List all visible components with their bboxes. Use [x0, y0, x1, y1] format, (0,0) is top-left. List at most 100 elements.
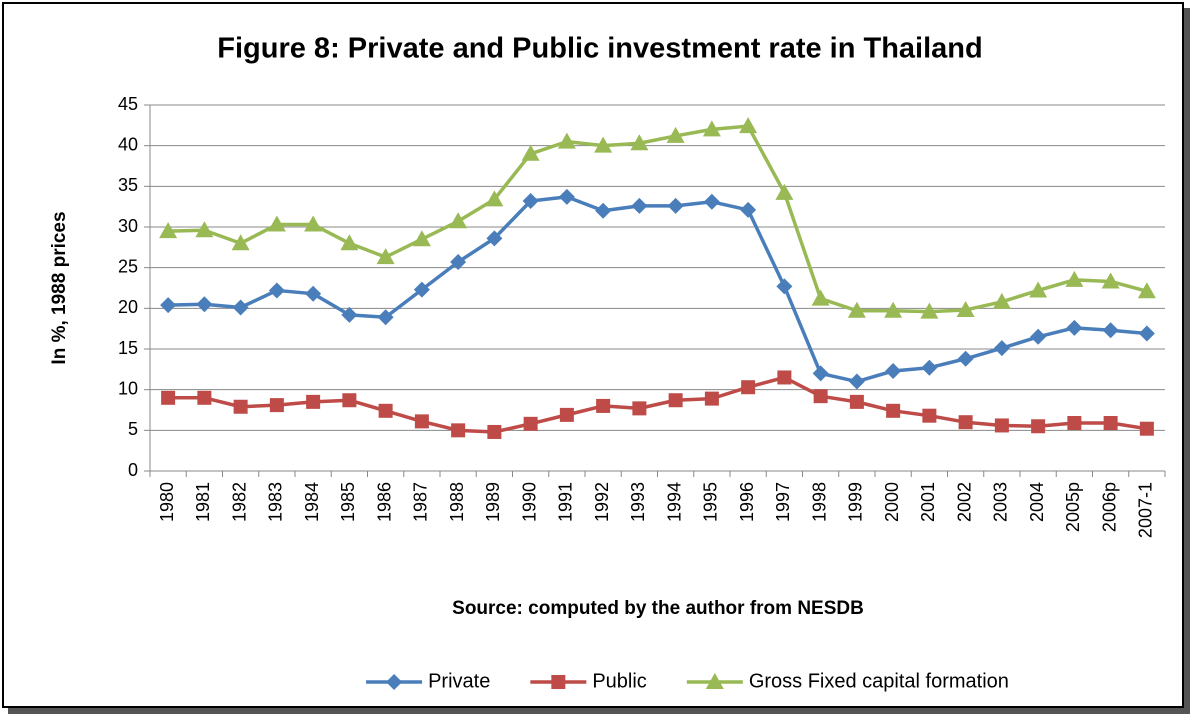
- marker-triangle: [412, 230, 431, 247]
- x-tick-label: 2002: [954, 482, 974, 522]
- marker-square: [1103, 416, 1118, 431]
- x-tick-label: 1993: [628, 482, 648, 522]
- x-tick-label: 1992: [592, 482, 612, 522]
- marker-square: [197, 390, 212, 405]
- marker-triangle: [1137, 282, 1156, 299]
- y-tick-label: 30: [118, 216, 138, 236]
- marker-square: [1031, 419, 1046, 434]
- marker-square: [559, 407, 574, 422]
- x-tick-label: 2006p: [1099, 482, 1119, 532]
- y-axis-label: In %, 1988 prices: [49, 211, 70, 364]
- marker-diamond: [740, 201, 757, 218]
- marker-diamond: [522, 192, 539, 209]
- marker-square: [342, 393, 357, 408]
- chart-title: Figure 8: Private and Public investment …: [217, 33, 982, 65]
- marker-diamond: [776, 278, 793, 295]
- x-tick-label: 1986: [374, 482, 394, 522]
- marker-diamond: [558, 188, 575, 205]
- marker-diamond: [1066, 319, 1083, 336]
- marker-diamond: [631, 197, 648, 214]
- x-tick-label: 1997: [773, 482, 793, 522]
- y-tick-label: 40: [118, 134, 138, 154]
- x-tick-label: 1987: [411, 482, 431, 522]
- marker-diamond: [232, 299, 249, 316]
- x-tick-label: 1991: [556, 482, 576, 522]
- marker-triangle: [485, 190, 504, 207]
- marker-diamond: [413, 281, 430, 298]
- x-tick-label: 1985: [338, 482, 358, 522]
- x-tick-label: 1998: [809, 482, 829, 522]
- marker-diamond: [196, 296, 213, 313]
- x-tick-label: 2007-1: [1136, 482, 1156, 538]
- legend-label: Public: [592, 670, 646, 692]
- marker-square: [596, 398, 611, 413]
- marker-triangle: [630, 134, 649, 151]
- marker-triangle: [884, 301, 903, 318]
- marker-triangle: [702, 120, 721, 137]
- marker-square: [269, 398, 284, 413]
- y-tick-label: 45: [118, 94, 138, 114]
- marker-diamond: [921, 359, 938, 376]
- series-line: [168, 124, 1148, 314]
- x-tick-label: 1984: [302, 482, 322, 522]
- marker-square: [813, 389, 828, 404]
- x-tick-label: 1990: [519, 482, 539, 522]
- marker-triangle: [376, 248, 395, 265]
- x-tick-label: 1989: [483, 482, 503, 522]
- marker-square: [233, 399, 248, 414]
- marker-diamond: [486, 230, 503, 247]
- marker-square: [994, 418, 1009, 433]
- marker-triangle: [594, 136, 613, 153]
- marker-diamond: [812, 365, 829, 382]
- marker-triangle: [557, 132, 576, 149]
- marker-square: [922, 408, 937, 423]
- x-tick-label: 2005p: [1063, 482, 1083, 532]
- marker-triangle: [847, 301, 866, 318]
- series-line: [168, 195, 1148, 384]
- x-tick-label: 1988: [447, 482, 467, 522]
- x-tick-label: 1999: [846, 482, 866, 522]
- frame: [2, 2, 1184, 708]
- y-tick-label: 25: [118, 256, 138, 276]
- marker-triangle: [521, 144, 540, 161]
- marker-triangle: [195, 221, 214, 238]
- x-tick-label: 1983: [266, 482, 286, 522]
- marker-triangle: [666, 126, 685, 143]
- y-tick-label: 20: [118, 297, 138, 317]
- y-tick-label: 10: [118, 378, 138, 398]
- y-tick-label: 0: [128, 460, 138, 480]
- x-tick-label: 1981: [193, 482, 213, 522]
- x-tick-label: 2001: [918, 482, 938, 522]
- y-tick-label: 5: [128, 419, 138, 439]
- marker-triangle: [1101, 272, 1120, 289]
- marker-square: [378, 403, 393, 418]
- x-tick-label: 1980: [157, 482, 177, 522]
- x-tick-label: 2003: [991, 482, 1011, 522]
- y-tick-label: 15: [118, 338, 138, 358]
- marker-square: [1139, 421, 1154, 436]
- marker-triangle: [1065, 270, 1084, 287]
- marker-diamond: [667, 197, 684, 214]
- marker-square: [886, 403, 901, 418]
- marker-square: [161, 390, 176, 405]
- marker-diamond: [305, 285, 322, 302]
- x-tick-label: 1995: [701, 482, 721, 522]
- marker-diamond: [703, 193, 720, 210]
- marker-triangle: [159, 222, 178, 239]
- x-tick-label: 1996: [737, 482, 757, 522]
- marker-diamond: [885, 362, 902, 379]
- marker-square: [668, 393, 683, 408]
- marker-square: [1067, 416, 1082, 431]
- marker-triangle: [956, 300, 975, 317]
- marker-diamond: [377, 309, 394, 326]
- marker-square: [741, 380, 756, 395]
- marker-triangle: [811, 289, 830, 306]
- marker-diamond: [957, 350, 974, 367]
- marker-square: [487, 424, 502, 439]
- marker-diamond: [1138, 325, 1155, 342]
- marker-triangle: [449, 212, 468, 229]
- marker-square: [551, 675, 566, 689]
- x-tick-label: 2004: [1027, 482, 1047, 522]
- x-tick-label: 2000: [882, 482, 902, 522]
